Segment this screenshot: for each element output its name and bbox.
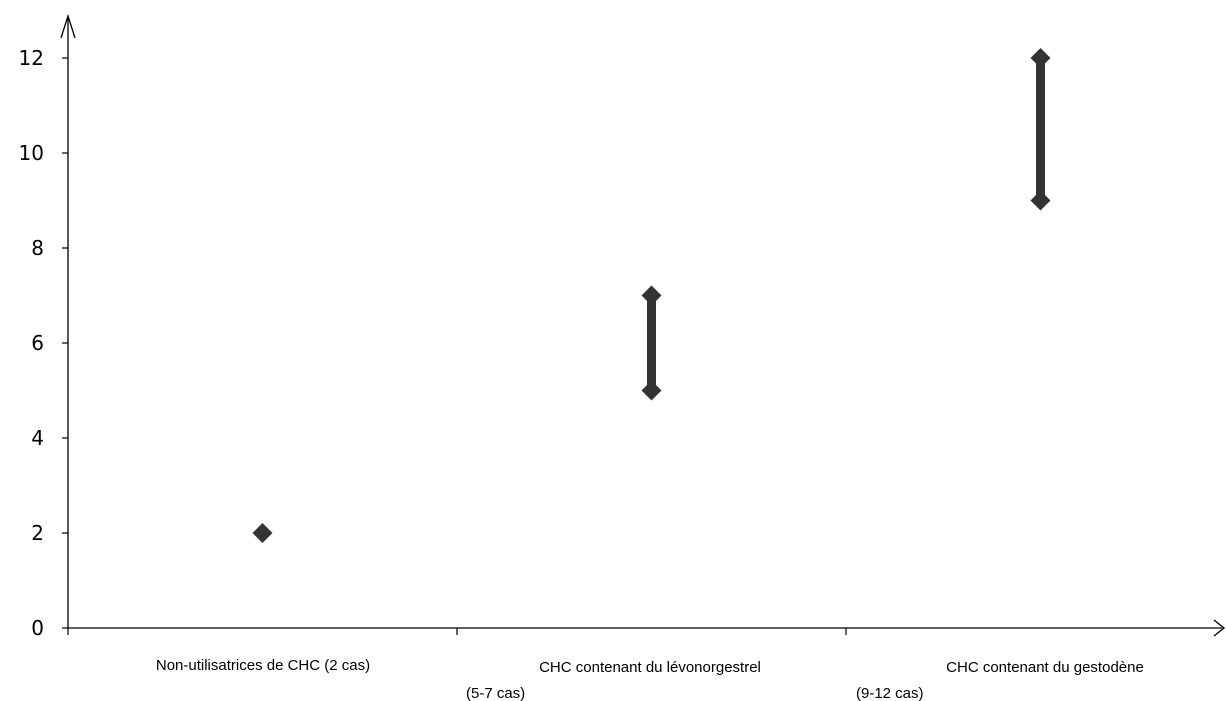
y-tick-label: 6 (31, 331, 44, 355)
range-high-marker (1030, 48, 1051, 68)
y-ticks: 0 2 4 6 8 10 12 (19, 46, 68, 640)
category-label: CHC contenant du lévonorgestrel (539, 659, 761, 676)
x-labels: Non-utilisatrices de CHC (2 cas) CHC cont… (156, 657, 1144, 701)
x-axis-arrow (1213, 619, 1226, 637)
x-ticks (67, 628, 847, 635)
y-tick-label: 4 (31, 426, 44, 450)
category-label: Non-utilisatrices de CHC (2 cas) (156, 657, 370, 674)
y-tick-label: 0 (31, 616, 44, 640)
y-tick-label: 2 (31, 521, 44, 545)
category-label: CHC contenant du gestodène (946, 659, 1144, 676)
y-axis-arrow (60, 13, 76, 39)
point-marker (252, 523, 273, 543)
y-tick-label: 8 (31, 236, 44, 260)
y-tick-label: 10 (19, 141, 44, 165)
range-high-marker (641, 285, 662, 306)
category-sublabel: (5-7 cas) (466, 685, 525, 701)
axes (60, 13, 1226, 637)
y-tick-label: 12 (19, 46, 44, 70)
data-marks (252, 48, 1051, 543)
range-low-marker (641, 380, 662, 401)
range-low-marker (1030, 190, 1051, 211)
category-sublabel: (9-12 cas) (856, 685, 924, 701)
